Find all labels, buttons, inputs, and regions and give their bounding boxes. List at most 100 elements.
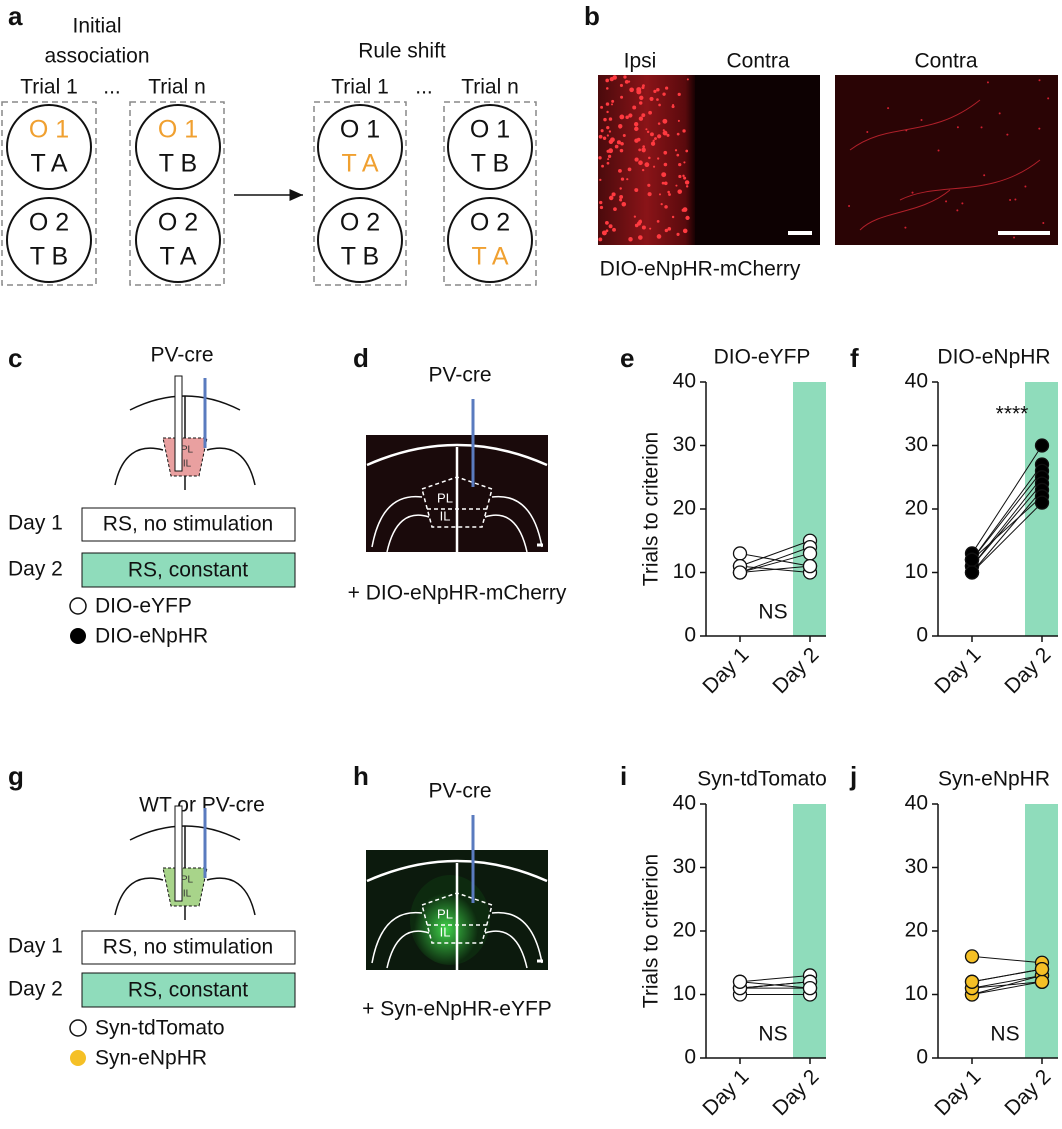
- chart-title: DIO-eYFP: [714, 346, 811, 369]
- cell: [1038, 79, 1041, 82]
- cell: [911, 191, 914, 194]
- image-label: Contra: [914, 50, 977, 73]
- cell: [1047, 97, 1050, 100]
- caption: + DIO-eNpHR-mCherry: [348, 582, 567, 605]
- data-point: [964, 552, 980, 567]
- cell: [662, 129, 665, 132]
- cell: [627, 167, 632, 172]
- heading: WT or PV-cre: [139, 794, 265, 817]
- cell: [620, 95, 624, 99]
- y-axis-label: Trials to criterion: [640, 854, 663, 1008]
- cell: [642, 145, 646, 148]
- cell: [662, 92, 666, 96]
- day-label: Day 1: [8, 935, 63, 958]
- cell: [618, 125, 622, 129]
- legend-label: DIO-eYFP: [95, 595, 192, 618]
- cell: [628, 80, 631, 83]
- stimulus: T B: [159, 150, 197, 178]
- trial-box: [129, 101, 225, 286]
- cell: [607, 154, 612, 158]
- y-tick-label: 10: [905, 982, 928, 1005]
- pair-line: [971, 495, 1043, 561]
- cell: [647, 192, 652, 197]
- condition-box: [81, 930, 296, 965]
- cell: [634, 138, 639, 143]
- cell: [662, 118, 668, 124]
- cell: [648, 110, 652, 115]
- cell: [649, 132, 654, 137]
- trial-label: Trial n: [461, 76, 519, 99]
- cell: [639, 95, 644, 100]
- cell: [676, 153, 680, 157]
- axons: [849, 99, 1041, 231]
- x-tick-label: Day 1: [698, 643, 753, 698]
- cell: [608, 224, 613, 229]
- legend-label: DIO-eNpHR: [95, 625, 208, 648]
- cell: [848, 204, 851, 207]
- stimulus-pair: [6, 104, 92, 190]
- pair-line: [971, 464, 1043, 561]
- cell: [956, 126, 959, 129]
- chart-title: Syn-tdTomato: [697, 768, 827, 791]
- cell: [628, 237, 633, 242]
- cell: [649, 227, 652, 230]
- cell: [620, 141, 624, 146]
- cell: [608, 195, 614, 201]
- image-label: Ipsi: [624, 50, 657, 73]
- cell: [649, 96, 654, 101]
- y-tick-label: 30: [673, 433, 696, 456]
- cell: [660, 203, 663, 206]
- region-label: PL: [437, 490, 453, 505]
- stimulus-pair: [317, 197, 403, 283]
- cell: [628, 113, 633, 118]
- cell: [904, 226, 907, 229]
- cell: [666, 133, 670, 137]
- panel-label: b: [584, 1, 600, 31]
- cell: [662, 130, 668, 136]
- panel-label: h: [353, 761, 369, 791]
- panel-label: f: [850, 343, 859, 373]
- region-label: PL: [181, 445, 194, 456]
- pair-line: [971, 445, 1043, 554]
- cannula: [174, 375, 183, 472]
- cell: [658, 193, 662, 196]
- pair-line: [971, 981, 1043, 989]
- stimulus: O 2: [29, 209, 69, 237]
- cell: [661, 172, 667, 178]
- chart-title: DIO-eNpHR: [937, 346, 1050, 369]
- data-point: [802, 546, 818, 561]
- pair-line: [971, 974, 1043, 989]
- condition-box: [81, 507, 296, 542]
- panel-label: i: [620, 761, 627, 791]
- cell: [980, 126, 983, 129]
- panel-label: c: [8, 343, 22, 373]
- cell: [683, 161, 686, 164]
- highlight-band: [793, 804, 826, 1058]
- cell: [1014, 198, 1017, 201]
- cell: [625, 115, 629, 120]
- cell: [645, 128, 648, 131]
- region: [421, 476, 493, 528]
- white-matter: [114, 447, 256, 486]
- cell: [656, 87, 660, 92]
- cell: [600, 105, 604, 109]
- cell: [638, 116, 644, 121]
- legend-marker: [70, 628, 86, 644]
- cell: [937, 149, 940, 152]
- stimulus: O 2: [470, 209, 510, 237]
- cell: [608, 117, 613, 121]
- cell: [609, 76, 614, 82]
- panel-label: g: [8, 761, 24, 791]
- white-matter: [371, 911, 543, 969]
- caption: + Syn-eNpHR-eYFP: [362, 998, 552, 1021]
- y-tick-label: 40: [673, 792, 696, 815]
- pair-line: [971, 955, 1043, 964]
- cell: [623, 75, 627, 79]
- cell: [641, 86, 645, 90]
- cell: [606, 134, 609, 137]
- legend-marker: [69, 1019, 87, 1037]
- data-point: [732, 546, 748, 561]
- stimulus: T B: [471, 150, 509, 178]
- cell: [601, 164, 604, 168]
